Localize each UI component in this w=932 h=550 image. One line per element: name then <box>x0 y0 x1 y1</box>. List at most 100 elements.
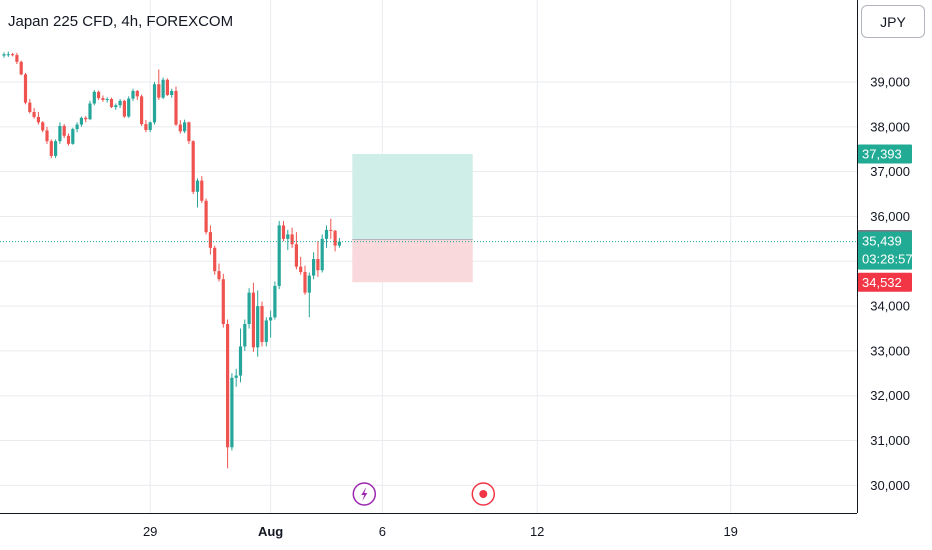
candle <box>45 126 49 144</box>
lightning-glyph <box>361 487 368 501</box>
candle-body <box>191 141 195 192</box>
candle-body <box>174 90 178 125</box>
candle-body <box>131 90 135 99</box>
candle-body <box>316 259 320 271</box>
candle <box>303 265 307 295</box>
price-tick-label: 39,000 <box>870 75 910 90</box>
candle-body <box>88 103 92 120</box>
candle-body <box>84 117 88 120</box>
candle <box>105 97 109 103</box>
candle <box>165 78 169 96</box>
candle-body <box>62 125 66 136</box>
candle-body <box>135 90 139 97</box>
candle <box>148 121 152 133</box>
candle <box>157 69 161 100</box>
candle <box>208 225 212 255</box>
price-tick-label: 30,000 <box>870 478 910 493</box>
candle-body <box>127 98 131 117</box>
candle-body <box>79 117 83 125</box>
candle-body <box>221 279 225 325</box>
candle <box>195 178 200 208</box>
candle-body <box>49 141 53 156</box>
candle <box>152 82 157 125</box>
candle <box>178 120 182 134</box>
candle <box>135 90 139 100</box>
candle-body <box>118 100 122 106</box>
candles <box>2 51 341 469</box>
candle <box>2 52 6 58</box>
candle <box>131 88 135 101</box>
target-zone <box>352 154 473 240</box>
lightning-icon <box>352 482 377 506</box>
price-tick-label: 33,000 <box>870 343 910 358</box>
candle-body <box>264 320 268 342</box>
candle <box>312 252 316 280</box>
candle-body <box>324 229 329 239</box>
event-markers[interactable] <box>352 482 496 506</box>
candle <box>213 245 217 275</box>
candle-body <box>260 306 264 342</box>
candle-body <box>187 122 191 142</box>
candle <box>273 281 277 320</box>
candle <box>41 120 45 133</box>
candle-body <box>75 124 79 130</box>
price-tick-label: 32,000 <box>870 388 910 403</box>
time-axis[interactable]: 29 Aug 6 12 19 <box>0 513 857 540</box>
candle-body <box>273 285 277 318</box>
candle <box>238 328 243 383</box>
candle <box>75 122 79 133</box>
current-price-tag-bg <box>858 231 912 270</box>
candle <box>260 301 264 347</box>
stop-zone <box>352 239 473 283</box>
candle <box>127 96 131 118</box>
candle-body <box>303 272 307 293</box>
candle-body <box>307 275 311 293</box>
candle <box>23 73 28 105</box>
candle <box>36 112 40 125</box>
candle-body <box>122 100 126 117</box>
candle <box>204 198 208 235</box>
candle <box>294 232 298 270</box>
candle-body <box>281 225 286 239</box>
candle <box>140 94 144 126</box>
candle-body <box>161 79 165 98</box>
candle-body <box>71 129 75 144</box>
candle <box>19 60 23 76</box>
candle-body <box>144 124 148 130</box>
candle-body <box>183 122 187 132</box>
candle-body <box>234 375 238 378</box>
candle <box>243 319 247 351</box>
candle <box>307 272 311 318</box>
candle <box>230 373 234 451</box>
candle <box>269 310 273 338</box>
candle <box>118 99 122 108</box>
candle <box>15 52 19 65</box>
candle-body <box>256 306 260 348</box>
candle-body <box>312 259 316 276</box>
candle-body <box>66 135 71 144</box>
candle <box>92 90 96 106</box>
candle-body <box>157 84 161 98</box>
long-position-tool[interactable] <box>352 154 473 283</box>
candle-body <box>11 54 15 56</box>
price-tick-label: 34,000 <box>870 299 910 314</box>
candle <box>58 122 62 144</box>
candle-body <box>19 61 23 75</box>
candle-body <box>337 241 341 246</box>
candle <box>84 116 88 123</box>
price-tick-label: 37,000 <box>870 164 910 179</box>
candle-body <box>41 122 45 131</box>
candle <box>183 119 187 134</box>
candle <box>71 127 75 145</box>
candle-body <box>101 98 105 100</box>
candle <box>299 256 303 275</box>
currency-button[interactable]: JPY <box>861 5 925 38</box>
candle <box>200 176 204 204</box>
candle <box>191 140 195 195</box>
candle <box>256 290 260 357</box>
candle-body <box>140 96 144 125</box>
price-tick-label: 31,000 <box>870 433 910 448</box>
candle <box>49 139 53 159</box>
candle-body <box>2 54 6 56</box>
